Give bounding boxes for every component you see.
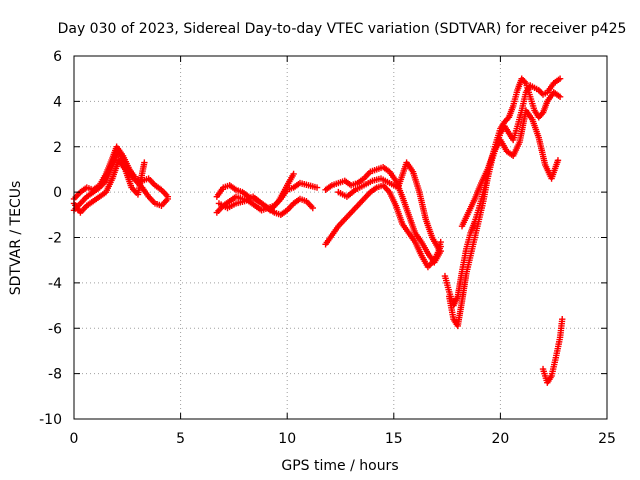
- y-tick-label: -6: [48, 321, 62, 337]
- y-tick-label: 2: [53, 140, 62, 156]
- ticks: [73, 55, 608, 420]
- data-point: [437, 238, 444, 246]
- x-tick-labels: 0 5 10 15 20 25: [70, 431, 616, 447]
- data-point: [141, 159, 148, 166]
- x-tick-label: 10: [278, 431, 296, 447]
- y-tick-label: -10: [39, 412, 62, 428]
- x-tick-label: 25: [598, 431, 616, 447]
- x-tick-label: 20: [491, 431, 509, 447]
- x-tick-label: 15: [385, 431, 403, 447]
- y-tick-label: -2: [48, 231, 62, 247]
- x-axis-label: GPS time / hours: [281, 458, 398, 474]
- series-track-l: [458, 107, 562, 230]
- y-tick-label: 4: [53, 94, 62, 110]
- series-track-k: [446, 75, 564, 330]
- series-track-h: [322, 182, 444, 271]
- x-tick-label: 0: [70, 431, 79, 447]
- data-point: [556, 93, 564, 101]
- series-track-m: [539, 315, 566, 386]
- x-tick-label: 5: [176, 431, 185, 447]
- data-point: [559, 315, 566, 323]
- y-tick-label: -8: [48, 367, 62, 383]
- y-tick-label: -4: [48, 276, 62, 292]
- series-track-i: [335, 159, 444, 253]
- data-point: [290, 170, 297, 178]
- y-tick-label: 6: [53, 49, 62, 65]
- data-point: [164, 193, 172, 200]
- series-trace: [461, 109, 559, 227]
- series-track-f: [215, 170, 297, 214]
- series-track-c: [70, 157, 148, 216]
- chart-title: Day 030 of 2023, Sidereal Day-to-day VTE…: [58, 21, 627, 37]
- series-track-b: [70, 143, 172, 203]
- data-point: [313, 184, 321, 191]
- series-layer: [70, 75, 566, 386]
- data-point: [556, 75, 564, 82]
- y-axis-label: SDTVAR / TECUs: [8, 181, 24, 296]
- y-tick-label: 0: [53, 185, 62, 201]
- y-tick-labels: -10 -8 -6 -4 -2 0 2 4 6: [39, 49, 62, 428]
- data-point: [554, 157, 562, 164]
- data-point: [309, 204, 316, 212]
